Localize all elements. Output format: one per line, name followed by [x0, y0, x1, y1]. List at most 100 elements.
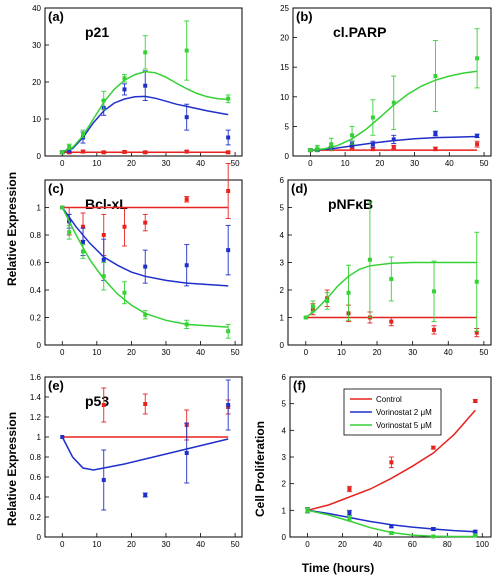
data-point-control [226, 150, 231, 155]
data-point-vor2 [391, 137, 396, 142]
data-point-control [101, 403, 106, 407]
y-tick-label: 10 [280, 93, 289, 102]
data-point-vor5 [315, 146, 320, 151]
panel-frame [44, 376, 243, 538]
y-tick-label: 0 [37, 533, 42, 542]
legend-label-vor2: Vorinostat 2 μM [376, 408, 432, 417]
x-tick-label: 10 [337, 348, 346, 357]
x-tick-label: 30 [162, 159, 171, 168]
panel-label: (d) [291, 181, 308, 196]
y-tick-label: 0 [37, 152, 42, 161]
data-point-vor5 [310, 304, 315, 309]
x-tick-label: 0 [304, 348, 309, 357]
ylabel-top: Relative Expression [5, 172, 19, 286]
data-point-vor2 [347, 511, 352, 515]
y-tick-label: 0.6 [30, 473, 42, 482]
panel-title: pNFκB [328, 196, 373, 212]
fit-curve-vor2 [62, 95, 229, 153]
y-tick-label: 0.2 [30, 314, 42, 323]
data-point-vor2 [473, 529, 478, 534]
data-point-vor5 [81, 249, 86, 254]
y-tick-label: 0 [280, 341, 285, 350]
data-point-control [473, 399, 478, 403]
x-tick-label: 40 [444, 348, 453, 357]
x-tick-label: 30 [408, 348, 417, 357]
data-point-control [143, 150, 148, 155]
panel-b: 0 10 20 30 40 50 0 5 10 15 20 25 (b) cl.PARP [280, 4, 492, 168]
data-point-vor2 [226, 135, 231, 140]
data-point-vor5 [226, 329, 231, 334]
data-point-vor2 [184, 115, 189, 120]
x-tick-label: 40 [196, 540, 205, 549]
panel-f: 0 20 40 60 80 100 0 1 2 3 4 5 6 (f) [282, 373, 492, 549]
data-point-vor5 [473, 533, 478, 538]
x-tick-label: 20 [373, 348, 382, 357]
x-tick-label: 10 [92, 348, 101, 357]
data-point-vor2 [389, 524, 394, 529]
y-tick-label: 5 [280, 204, 285, 213]
x-tick-label: 50 [231, 159, 240, 168]
x-tick-label: 0 [60, 540, 65, 549]
data-point-vor5 [329, 142, 334, 147]
panel-d: 0 10 20 30 40 50 0 1 2 3 4 5 6 (d) pNFκB [280, 176, 492, 357]
data-point-vor2 [143, 83, 148, 88]
y-tick-label: 0.6 [30, 259, 42, 268]
data-point-control [122, 224, 127, 229]
data-point-vor5 [122, 290, 127, 295]
y-tick-label: 6 [282, 373, 287, 382]
y-tick-label: 0.2 [30, 513, 42, 522]
x-tick-label: 40 [445, 159, 454, 168]
panel-a: 0 10 20 30 40 50 0 10 20 30 40 (a) p21 [32, 4, 243, 168]
x-tick-label: 10 [92, 159, 101, 168]
y-tick-label: 1.2 [30, 413, 42, 422]
data-point-control [143, 402, 148, 406]
data-point-vor5 [391, 100, 396, 105]
data-point-vor2 [122, 87, 127, 92]
y-tick-label: 4 [282, 426, 287, 435]
panel-frame [44, 7, 243, 157]
data-point-control [475, 142, 480, 147]
fit-curve-control [307, 409, 476, 512]
data-point-vor5 [432, 289, 437, 294]
x-tick-label: 0 [60, 159, 65, 168]
data-point-vor5 [350, 133, 355, 138]
x-tick-label: 30 [162, 348, 171, 357]
panel-label: (a) [48, 9, 64, 24]
legend: Control Vorinostat 2 μM Vorinostat 5 μM [343, 388, 442, 436]
xlabel: Time (hours) [302, 561, 374, 575]
data-point-control [101, 150, 106, 155]
legend-label-control: Control [376, 395, 402, 404]
y-tick-label: 1 [37, 433, 42, 442]
ylabel-f: Cell Proliferation [253, 421, 267, 517]
data-point-vor2 [67, 148, 72, 153]
y-tick-label: 0 [285, 152, 290, 161]
data-point-vor2 [143, 493, 148, 497]
y-tick-label: 4 [280, 231, 285, 240]
y-tick-label: 25 [280, 4, 289, 13]
x-tick-label: 10 [92, 540, 101, 549]
data-point-vor5 [370, 115, 375, 120]
data-point-vor5 [122, 76, 127, 81]
data-point-vor5 [305, 508, 310, 513]
panel-label: (e) [48, 378, 64, 393]
data-point-vor5 [347, 516, 352, 521]
x-tick-label: 50 [479, 348, 488, 357]
data-point-vor5 [303, 315, 308, 320]
data-point-vor2 [475, 133, 480, 138]
y-tick-label: 2 [280, 286, 285, 295]
fit-curve-vor2 [307, 509, 476, 533]
data-point-control [81, 149, 86, 154]
data-point-control [389, 460, 394, 465]
data-point-vor5 [81, 131, 86, 136]
y-tick-label: 10 [32, 115, 41, 124]
data-point-vor5 [184, 48, 189, 53]
data-point-vor2 [226, 248, 231, 253]
data-point-vor5 [474, 279, 479, 284]
panel-label: (b) [296, 9, 313, 24]
data-point-control [81, 224, 86, 229]
fit-curve-vor5 [61, 207, 229, 328]
panel-title: cl.PARP [333, 24, 386, 40]
data-point-vor5 [60, 150, 65, 155]
data-point-control [389, 319, 394, 324]
